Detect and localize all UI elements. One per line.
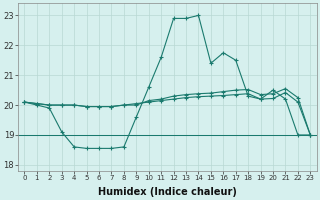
X-axis label: Humidex (Indice chaleur): Humidex (Indice chaleur) [98, 187, 237, 197]
